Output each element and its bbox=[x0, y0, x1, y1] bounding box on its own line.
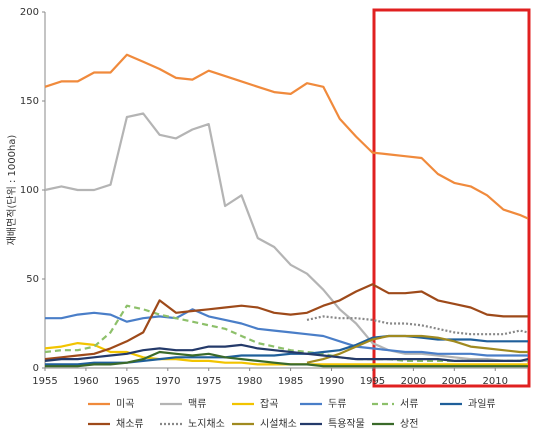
x-tick-label: 1975 bbox=[196, 376, 221, 387]
series-line bbox=[44, 53, 529, 220]
x-tick-label: 1965 bbox=[114, 376, 139, 387]
legend-label: 상전 bbox=[400, 418, 418, 430]
legend-label: 특용작물 bbox=[328, 418, 365, 430]
series-line bbox=[45, 350, 528, 368]
legend-label: 채소류 bbox=[116, 418, 144, 430]
legend-label: 과일류 bbox=[468, 398, 496, 410]
legend-label: 두류 bbox=[328, 398, 346, 410]
x-tick-label: 1980 bbox=[237, 376, 262, 387]
series-line bbox=[44, 304, 528, 362]
legend-label: 노지채소 bbox=[188, 418, 225, 430]
x-tick-label: 1990 bbox=[319, 376, 344, 387]
y-tick-label: 0 bbox=[33, 363, 39, 374]
legend-label: 시설채소 bbox=[260, 418, 297, 430]
series-line bbox=[306, 334, 528, 364]
x-tick-label: 1960 bbox=[73, 376, 98, 387]
series-line bbox=[44, 343, 529, 362]
legend-label: 맥류 bbox=[188, 398, 206, 410]
y-tick-label: 200 bbox=[20, 7, 39, 18]
y-axis-label: 재배면적(단위 : 1000ha) bbox=[5, 135, 18, 246]
legend-label: 미곡 bbox=[116, 398, 134, 410]
x-tick-label: 1995 bbox=[360, 376, 385, 387]
legend-label: 잡곡 bbox=[260, 398, 278, 410]
highlight-box bbox=[372, 8, 531, 388]
series-line bbox=[45, 308, 528, 357]
series-line bbox=[306, 315, 529, 336]
x-tick-label: 1970 bbox=[155, 376, 180, 387]
x-tick-label: 1955 bbox=[32, 376, 57, 387]
x-tick-label: 2000 bbox=[401, 376, 426, 387]
x-tick-label: 1985 bbox=[278, 376, 303, 387]
x-tick-label: 2010 bbox=[483, 376, 508, 387]
y-tick-label: 50 bbox=[26, 274, 39, 285]
x-tick-label: 2005 bbox=[442, 376, 467, 387]
series-line bbox=[44, 112, 528, 362]
y-tick-label: 100 bbox=[20, 185, 39, 196]
y-tick-label: 150 bbox=[20, 96, 39, 107]
legend-label: 서류 bbox=[400, 398, 418, 410]
series-line bbox=[44, 283, 528, 361]
